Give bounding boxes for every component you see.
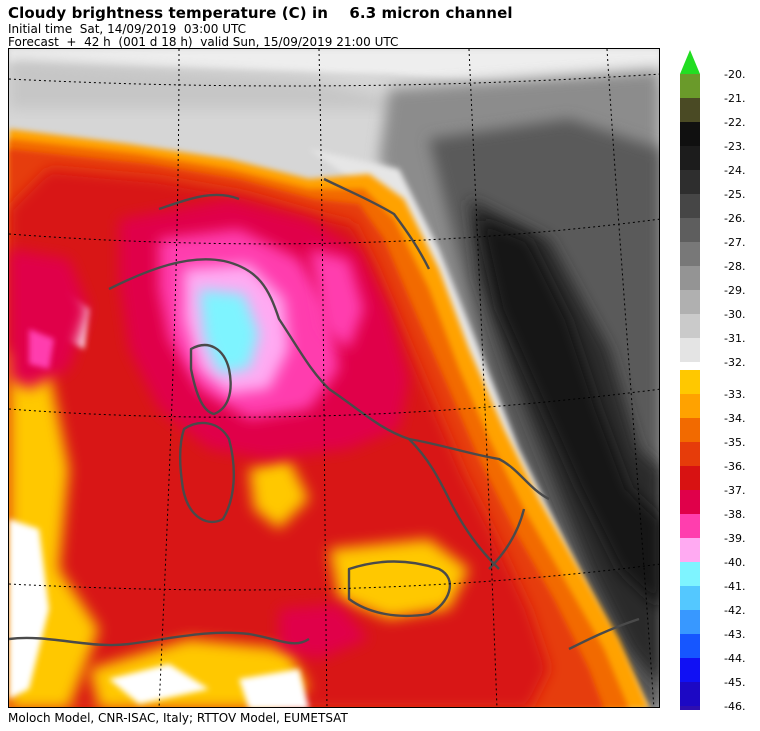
scale-swatch	[680, 218, 700, 242]
scale-tick-label: -38.	[724, 508, 745, 521]
scale-tick-label: -43.	[724, 628, 745, 641]
scale-swatch	[680, 682, 700, 706]
scale-swatch	[680, 266, 700, 290]
scale-swatch	[680, 466, 700, 490]
scale-swatch	[680, 242, 700, 266]
scale-tick-label: -23.	[724, 140, 745, 153]
scale-swatch	[680, 514, 700, 538]
scale-swatch	[680, 706, 700, 730]
scale-tick-label: -39.	[724, 532, 745, 545]
initial-time-label: Initial time Sat, 14/09/2019 03:00 UTC	[8, 22, 247, 36]
scale-swatch	[680, 418, 700, 442]
scale-tick-label: -32.	[724, 356, 745, 369]
scale-swatch	[680, 634, 700, 658]
scale-tick-label: -41.	[724, 580, 745, 593]
scale-tick-label: -44.	[724, 652, 745, 665]
scale-tick-label: -40.	[724, 556, 745, 569]
scale-tick-label: -20.	[724, 68, 745, 81]
temperature-color-scale: -20. -21. -22. -23. -24. -25. -26. -27. -28. -29.…	[672, 48, 760, 731]
scale-swatch	[680, 290, 700, 314]
brightness-temperature-field	[9, 49, 659, 707]
scale-tick-label: -27.	[724, 236, 745, 249]
scale-swatch	[680, 314, 700, 338]
scale-tick-label: -35.	[724, 436, 745, 449]
scale-swatch	[680, 538, 700, 562]
scale-tick-label: -21.	[724, 92, 745, 105]
scale-tick-label: -42.	[724, 604, 745, 617]
satellite-map	[8, 48, 660, 708]
scale-swatch	[680, 170, 700, 194]
scale-tick-label: -34.	[724, 412, 745, 425]
scale-swatch	[680, 442, 700, 466]
scale-tick-label: -31.	[724, 332, 745, 345]
scale-swatch	[680, 490, 700, 514]
scale-tick-label: -22.	[724, 116, 745, 129]
model-credit: Moloch Model, CNR-ISAC, Italy; RTTOV Mod…	[8, 711, 348, 725]
color-scale-graphic: -20. -21. -22. -23. -24. -25. -26. -27. -28. -29.…	[680, 50, 745, 731]
scale-swatch	[680, 586, 700, 610]
scale-swatch	[680, 98, 700, 122]
scale-swatch	[680, 338, 700, 362]
scale-swatch	[680, 122, 700, 146]
map-title: Cloudy brightness temperature (C) in 6.3…	[8, 4, 513, 22]
scale-tick-label: -30.	[724, 308, 745, 321]
scale-swatch	[680, 658, 700, 682]
scale-tick-label: -29.	[724, 284, 745, 297]
graticule-lines	[9, 49, 659, 707]
forecast-valid-label: Forecast + 42 h (001 d 18 h) valid Sun, …	[8, 35, 399, 49]
scale-arrow-top	[680, 50, 700, 74]
scale-swatch	[680, 610, 700, 634]
scale-swatch	[680, 74, 700, 98]
scale-tick-label: -36.	[724, 460, 745, 473]
scale-tick-label: -26.	[724, 212, 745, 225]
scale-tick-label: -25.	[724, 188, 745, 201]
coastline-lines	[9, 177, 640, 651]
scale-tick-label: -45.	[724, 676, 745, 689]
scale-swatch	[680, 146, 700, 170]
scale-tick-label: -33.	[724, 388, 745, 401]
scale-swatch	[680, 562, 700, 586]
scale-swatch	[680, 370, 700, 394]
scale-swatch	[680, 194, 700, 218]
scale-tick-label: -46.	[724, 700, 745, 710]
scale-tick-label: -28.	[724, 260, 745, 273]
scale-tick-label: -37.	[724, 484, 745, 497]
scale-tick-label: -24.	[724, 164, 745, 177]
scale-swatch	[680, 394, 700, 418]
